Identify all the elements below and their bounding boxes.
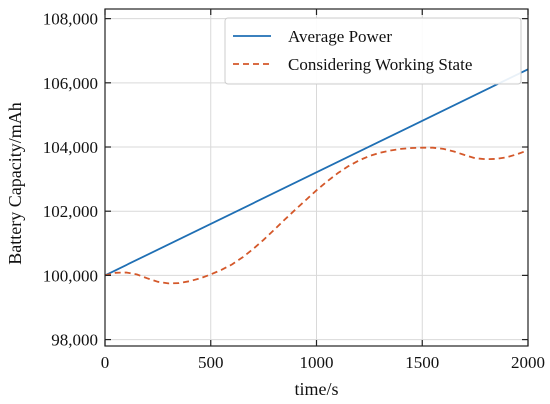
x-tick-label: 1000: [300, 353, 334, 372]
x-tick-label: 500: [198, 353, 224, 372]
x-axis-label: time/s: [295, 379, 339, 399]
legend-label-2: Considering Working State: [288, 55, 472, 74]
legend-label-1: Average Power: [288, 27, 392, 46]
axis-ticks: [104, 9, 529, 346]
x-tick-label: 2000: [511, 353, 545, 372]
y-tick-label: 104,000: [43, 138, 98, 157]
legend-box: [224, 17, 522, 85]
x-tick-label: 0: [101, 353, 110, 372]
legend: Average Power Considering Working State: [224, 17, 522, 85]
y-tick-label: 108,000: [43, 10, 98, 29]
series-line-1: [104, 68, 529, 277]
y-tick-label: 106,000: [43, 74, 98, 93]
y-tick-label: 100,000: [43, 266, 98, 285]
series-lines: [104, 68, 529, 285]
y-tick-label: 98,000: [51, 331, 98, 350]
y-axis-label: Battery Capacity/mAh: [5, 102, 25, 264]
series-line-2: [104, 146, 529, 285]
tick-labels: 0 500 1000 1500 2000 98,000 100,000 102,000 104,…: [43, 10, 545, 372]
y-tick-label: 102,000: [43, 202, 98, 221]
x-tick-label: 1500: [405, 353, 439, 372]
